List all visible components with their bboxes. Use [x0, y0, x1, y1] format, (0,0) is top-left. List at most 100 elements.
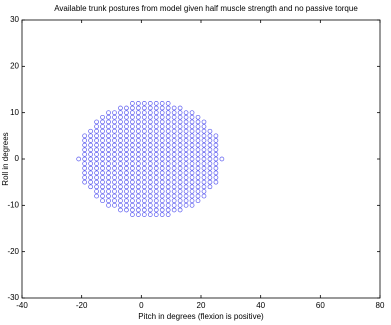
point — [177, 124, 183, 129]
point — [201, 133, 207, 139]
point — [106, 114, 111, 120]
point — [171, 202, 177, 208]
point — [159, 193, 165, 199]
point — [165, 165, 171, 171]
point — [112, 133, 117, 139]
point — [153, 161, 159, 166]
point — [88, 147, 93, 153]
point — [100, 119, 105, 125]
point — [159, 179, 165, 185]
point — [112, 110, 117, 116]
point — [130, 133, 135, 139]
point — [201, 170, 207, 176]
point — [82, 152, 88, 157]
point — [195, 161, 201, 166]
point — [165, 147, 171, 153]
point — [100, 147, 105, 153]
point — [189, 147, 195, 153]
point — [153, 198, 159, 204]
y-tick-label: 20 — [10, 61, 19, 70]
point — [88, 142, 93, 148]
point — [136, 189, 141, 194]
point — [201, 184, 207, 190]
point — [141, 175, 147, 180]
point — [94, 124, 99, 129]
point — [130, 170, 135, 176]
point — [159, 161, 165, 166]
point — [141, 198, 147, 204]
y-tick-label: 30 — [10, 15, 19, 24]
point — [136, 138, 141, 143]
point — [159, 165, 165, 171]
point — [201, 152, 207, 157]
point — [100, 114, 105, 120]
point — [130, 124, 135, 129]
point — [213, 161, 219, 166]
point — [183, 152, 189, 157]
point — [159, 147, 165, 153]
point — [153, 119, 159, 125]
point — [195, 114, 201, 120]
point — [207, 147, 213, 153]
point — [136, 101, 141, 106]
point — [165, 114, 171, 120]
point — [106, 142, 111, 148]
point — [112, 170, 117, 176]
point — [112, 128, 117, 134]
point — [213, 175, 219, 180]
point — [130, 142, 135, 148]
point — [183, 142, 189, 148]
point — [136, 124, 141, 129]
point — [118, 110, 123, 116]
point — [195, 119, 201, 125]
point — [207, 133, 213, 139]
point — [136, 105, 141, 111]
point — [147, 152, 153, 157]
point — [189, 198, 195, 204]
point — [201, 147, 207, 153]
point — [112, 119, 117, 125]
point — [159, 133, 165, 139]
point — [165, 124, 171, 129]
point — [177, 119, 183, 125]
point — [94, 193, 99, 199]
point — [100, 193, 105, 199]
point — [195, 152, 201, 157]
point — [147, 105, 153, 111]
point — [153, 202, 159, 208]
point — [195, 142, 201, 148]
point — [118, 128, 123, 134]
point — [130, 105, 135, 111]
point — [106, 147, 111, 153]
point — [88, 161, 93, 166]
point — [207, 179, 213, 185]
point — [213, 156, 219, 162]
point — [165, 152, 171, 157]
point — [112, 156, 117, 162]
point — [118, 179, 123, 185]
point — [141, 193, 147, 199]
point — [213, 133, 219, 139]
point — [183, 133, 189, 139]
point — [100, 170, 105, 176]
point — [106, 179, 111, 185]
point — [118, 156, 123, 162]
point — [159, 202, 165, 208]
point — [189, 138, 195, 143]
point — [171, 189, 177, 194]
point — [171, 152, 177, 157]
point — [112, 124, 117, 129]
point — [82, 179, 88, 185]
point — [112, 184, 117, 190]
point — [147, 101, 153, 106]
point — [112, 175, 117, 180]
point — [147, 119, 153, 125]
point — [153, 212, 159, 217]
point — [118, 165, 123, 171]
point — [177, 128, 183, 134]
point — [171, 179, 177, 185]
point — [130, 202, 135, 208]
point — [201, 119, 207, 125]
x-tick-label: 80 — [376, 301, 385, 310]
point — [112, 152, 117, 157]
